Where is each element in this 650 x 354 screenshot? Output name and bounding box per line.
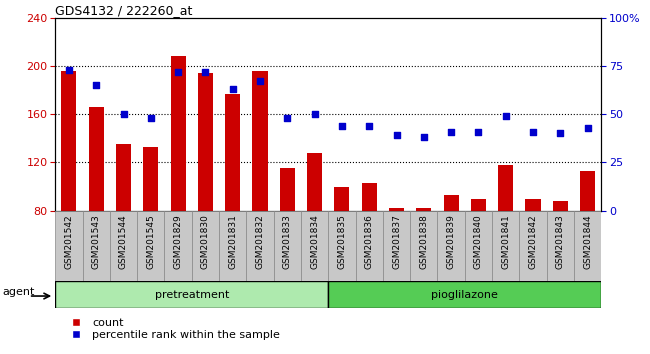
Bar: [328, 211, 356, 281]
Point: [473, 129, 484, 135]
Text: agent: agent: [3, 287, 35, 297]
Bar: [61, 71, 77, 211]
Bar: [219, 211, 246, 281]
Legend: count, percentile rank within the sample: count, percentile rank within the sample: [61, 314, 284, 345]
Point: [364, 123, 374, 129]
Bar: [55, 211, 83, 281]
Bar: [252, 71, 268, 211]
Text: GSM201543: GSM201543: [92, 214, 101, 269]
Point: [64, 67, 74, 73]
Bar: [192, 211, 219, 281]
Text: GSM201839: GSM201839: [447, 214, 456, 269]
Bar: [547, 211, 574, 281]
Bar: [198, 73, 213, 211]
Text: GSM201831: GSM201831: [228, 214, 237, 269]
Bar: [389, 208, 404, 211]
Text: GSM201830: GSM201830: [201, 214, 210, 269]
Point: [200, 69, 211, 75]
Text: GSM201544: GSM201544: [119, 214, 128, 269]
Text: GSM201844: GSM201844: [583, 214, 592, 269]
Point: [391, 132, 402, 138]
Bar: [498, 165, 514, 211]
Bar: [525, 199, 541, 211]
Text: GSM201843: GSM201843: [556, 214, 565, 269]
Bar: [55, 281, 328, 308]
Point: [255, 79, 265, 84]
Point: [337, 123, 347, 129]
Text: GSM201838: GSM201838: [419, 214, 428, 269]
Text: GSM201837: GSM201837: [392, 214, 401, 269]
Bar: [361, 183, 377, 211]
Point: [528, 129, 538, 135]
Bar: [552, 201, 568, 211]
Bar: [328, 281, 601, 308]
Bar: [225, 94, 240, 211]
Point: [118, 111, 129, 117]
Text: pretreatment: pretreatment: [155, 290, 229, 300]
Text: GSM201545: GSM201545: [146, 214, 155, 269]
Bar: [274, 211, 301, 281]
Bar: [410, 211, 437, 281]
Point: [91, 82, 101, 88]
Text: GSM201829: GSM201829: [174, 214, 183, 269]
Text: GDS4132 / 222260_at: GDS4132 / 222260_at: [55, 4, 192, 17]
Bar: [471, 199, 486, 211]
Text: GSM201840: GSM201840: [474, 214, 483, 269]
Bar: [574, 211, 601, 281]
Bar: [580, 171, 595, 211]
Bar: [383, 211, 410, 281]
Text: GSM201835: GSM201835: [337, 214, 346, 269]
Text: GSM201836: GSM201836: [365, 214, 374, 269]
Bar: [334, 187, 350, 211]
Bar: [280, 169, 295, 211]
Bar: [164, 211, 192, 281]
Text: GSM201842: GSM201842: [528, 214, 538, 269]
Text: GSM201834: GSM201834: [310, 214, 319, 269]
Bar: [116, 144, 131, 211]
Point: [227, 86, 238, 92]
Bar: [301, 211, 328, 281]
Bar: [465, 211, 492, 281]
Point: [555, 131, 566, 136]
Bar: [137, 211, 164, 281]
Bar: [437, 211, 465, 281]
Bar: [110, 211, 137, 281]
Bar: [170, 56, 186, 211]
Bar: [492, 211, 519, 281]
Point: [419, 135, 429, 140]
Bar: [246, 211, 274, 281]
Point: [500, 113, 511, 119]
Text: GSM201841: GSM201841: [501, 214, 510, 269]
Text: GSM201833: GSM201833: [283, 214, 292, 269]
Text: pioglilazone: pioglilazone: [432, 290, 498, 300]
Point: [309, 111, 320, 117]
Point: [146, 115, 156, 121]
Bar: [307, 153, 322, 211]
Bar: [519, 211, 547, 281]
Point: [446, 129, 456, 135]
Text: GSM201832: GSM201832: [255, 214, 265, 269]
Bar: [143, 147, 159, 211]
Point: [282, 115, 293, 121]
Bar: [83, 211, 110, 281]
Bar: [356, 211, 383, 281]
Bar: [416, 208, 432, 211]
Bar: [88, 107, 104, 211]
Point: [582, 125, 593, 131]
Point: [173, 69, 183, 75]
Text: GSM201542: GSM201542: [64, 214, 73, 269]
Bar: [443, 195, 459, 211]
